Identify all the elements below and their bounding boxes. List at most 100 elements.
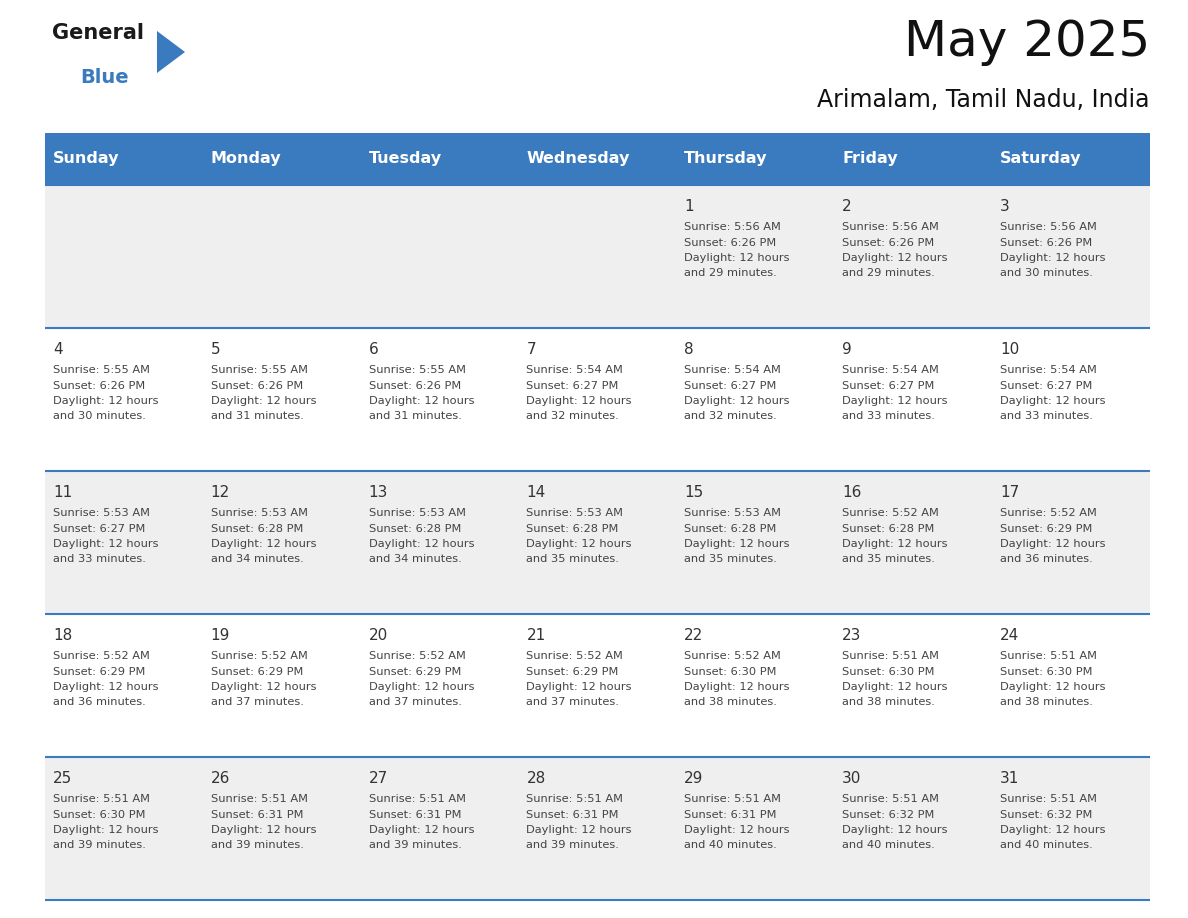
Text: Daylight: 12 hours: Daylight: 12 hours	[684, 682, 790, 692]
Text: Arimalam, Tamil Nadu, India: Arimalam, Tamil Nadu, India	[817, 88, 1150, 112]
Polygon shape	[157, 31, 185, 73]
Text: Daylight: 12 hours: Daylight: 12 hours	[368, 539, 474, 549]
Text: and 36 minutes.: and 36 minutes.	[53, 698, 146, 708]
Text: and 36 minutes.: and 36 minutes.	[1000, 554, 1093, 565]
Text: 4: 4	[53, 342, 63, 357]
Text: Sunrise: 5:56 AM: Sunrise: 5:56 AM	[1000, 222, 1097, 232]
Text: Sunrise: 5:53 AM: Sunrise: 5:53 AM	[684, 509, 782, 519]
Text: Wednesday: Wednesday	[526, 151, 630, 166]
Text: Daylight: 12 hours: Daylight: 12 hours	[1000, 825, 1106, 835]
Text: Sunrise: 5:54 AM: Sunrise: 5:54 AM	[526, 365, 624, 375]
Text: Sunset: 6:27 PM: Sunset: 6:27 PM	[842, 381, 935, 390]
Text: 28: 28	[526, 771, 545, 787]
Text: 3: 3	[1000, 199, 1010, 214]
Bar	[203, 133, 361, 185]
Text: and 39 minutes.: and 39 minutes.	[526, 840, 619, 850]
Text: Sunset: 6:30 PM: Sunset: 6:30 PM	[53, 810, 145, 820]
Text: Blue: Blue	[80, 68, 128, 87]
Text: Daylight: 12 hours: Daylight: 12 hours	[842, 539, 948, 549]
Text: 29: 29	[684, 771, 703, 787]
Text: Daylight: 12 hours: Daylight: 12 hours	[526, 396, 632, 406]
Text: Sunrise: 5:55 AM: Sunrise: 5:55 AM	[368, 365, 466, 375]
Text: 21: 21	[526, 628, 545, 644]
Text: Daylight: 12 hours: Daylight: 12 hours	[526, 682, 632, 692]
Text: 18: 18	[53, 628, 72, 644]
Text: 20: 20	[368, 628, 387, 644]
Text: and 35 minutes.: and 35 minutes.	[842, 554, 935, 565]
Text: Sunset: 6:29 PM: Sunset: 6:29 PM	[1000, 523, 1093, 533]
Text: Sunset: 6:28 PM: Sunset: 6:28 PM	[210, 523, 303, 533]
Text: and 35 minutes.: and 35 minutes.	[684, 554, 777, 565]
Text: and 33 minutes.: and 33 minutes.	[1000, 411, 1093, 421]
Text: Sunset: 6:26 PM: Sunset: 6:26 PM	[842, 238, 935, 248]
Bar	[45, 328, 1150, 471]
Bar	[676, 133, 834, 185]
Text: Daylight: 12 hours: Daylight: 12 hours	[1000, 539, 1106, 549]
Bar	[45, 614, 1150, 757]
Text: Sunrise: 5:51 AM: Sunrise: 5:51 AM	[842, 794, 940, 804]
Text: Sunset: 6:30 PM: Sunset: 6:30 PM	[684, 666, 777, 677]
Text: Daylight: 12 hours: Daylight: 12 hours	[684, 396, 790, 406]
Text: Daylight: 12 hours: Daylight: 12 hours	[53, 396, 158, 406]
Text: 22: 22	[684, 628, 703, 644]
Text: 26: 26	[210, 771, 230, 787]
Text: 2: 2	[842, 199, 852, 214]
Text: Sunset: 6:26 PM: Sunset: 6:26 PM	[684, 238, 777, 248]
Text: 5: 5	[210, 342, 221, 357]
Bar	[45, 133, 203, 185]
Text: Sunset: 6:29 PM: Sunset: 6:29 PM	[368, 666, 461, 677]
Bar	[361, 133, 519, 185]
Bar	[45, 757, 1150, 900]
Text: Sunset: 6:32 PM: Sunset: 6:32 PM	[1000, 810, 1093, 820]
Text: 31: 31	[1000, 771, 1019, 787]
Text: 23: 23	[842, 628, 861, 644]
Text: and 38 minutes.: and 38 minutes.	[842, 698, 935, 708]
Text: Daylight: 12 hours: Daylight: 12 hours	[842, 253, 948, 263]
Text: Daylight: 12 hours: Daylight: 12 hours	[526, 539, 632, 549]
Text: Sunrise: 5:51 AM: Sunrise: 5:51 AM	[368, 794, 466, 804]
Text: Sunset: 6:27 PM: Sunset: 6:27 PM	[53, 523, 145, 533]
Text: and 37 minutes.: and 37 minutes.	[210, 698, 304, 708]
Text: Daylight: 12 hours: Daylight: 12 hours	[842, 682, 948, 692]
Text: Daylight: 12 hours: Daylight: 12 hours	[1000, 253, 1106, 263]
Text: and 38 minutes.: and 38 minutes.	[684, 698, 777, 708]
Text: Sunrise: 5:52 AM: Sunrise: 5:52 AM	[368, 651, 466, 661]
Text: and 31 minutes.: and 31 minutes.	[210, 411, 304, 421]
Text: 24: 24	[1000, 628, 1019, 644]
Text: 12: 12	[210, 486, 230, 500]
Text: Sunset: 6:32 PM: Sunset: 6:32 PM	[842, 810, 935, 820]
Text: Sunset: 6:26 PM: Sunset: 6:26 PM	[53, 381, 145, 390]
Text: Daylight: 12 hours: Daylight: 12 hours	[53, 825, 158, 835]
Text: Sunrise: 5:54 AM: Sunrise: 5:54 AM	[842, 365, 939, 375]
Text: 27: 27	[368, 771, 387, 787]
Text: Saturday: Saturday	[1000, 151, 1081, 166]
Text: Sunset: 6:29 PM: Sunset: 6:29 PM	[210, 666, 303, 677]
Text: Daylight: 12 hours: Daylight: 12 hours	[368, 825, 474, 835]
Text: and 29 minutes.: and 29 minutes.	[684, 268, 777, 278]
Text: Sunset: 6:27 PM: Sunset: 6:27 PM	[1000, 381, 1093, 390]
Text: Daylight: 12 hours: Daylight: 12 hours	[53, 539, 158, 549]
Text: and 39 minutes.: and 39 minutes.	[368, 840, 461, 850]
Text: 17: 17	[1000, 486, 1019, 500]
Text: Sunrise: 5:51 AM: Sunrise: 5:51 AM	[1000, 794, 1097, 804]
Text: Thursday: Thursday	[684, 151, 767, 166]
Text: and 40 minutes.: and 40 minutes.	[842, 840, 935, 850]
Text: Sunset: 6:31 PM: Sunset: 6:31 PM	[210, 810, 303, 820]
Text: 10: 10	[1000, 342, 1019, 357]
Text: Daylight: 12 hours: Daylight: 12 hours	[210, 682, 316, 692]
Text: Daylight: 12 hours: Daylight: 12 hours	[526, 825, 632, 835]
Text: Sunset: 6:31 PM: Sunset: 6:31 PM	[526, 810, 619, 820]
Text: Monday: Monday	[210, 151, 282, 166]
Text: Sunrise: 5:52 AM: Sunrise: 5:52 AM	[1000, 509, 1097, 519]
Text: Sunset: 6:31 PM: Sunset: 6:31 PM	[684, 810, 777, 820]
Text: Daylight: 12 hours: Daylight: 12 hours	[368, 396, 474, 406]
Text: and 37 minutes.: and 37 minutes.	[526, 698, 619, 708]
Text: Sunset: 6:31 PM: Sunset: 6:31 PM	[368, 810, 461, 820]
Text: and 39 minutes.: and 39 minutes.	[53, 840, 146, 850]
Text: 30: 30	[842, 771, 861, 787]
Text: Daylight: 12 hours: Daylight: 12 hours	[210, 539, 316, 549]
Text: and 35 minutes.: and 35 minutes.	[526, 554, 619, 565]
Text: Sunrise: 5:53 AM: Sunrise: 5:53 AM	[526, 509, 624, 519]
Text: Daylight: 12 hours: Daylight: 12 hours	[210, 825, 316, 835]
Text: Sunrise: 5:51 AM: Sunrise: 5:51 AM	[526, 794, 624, 804]
